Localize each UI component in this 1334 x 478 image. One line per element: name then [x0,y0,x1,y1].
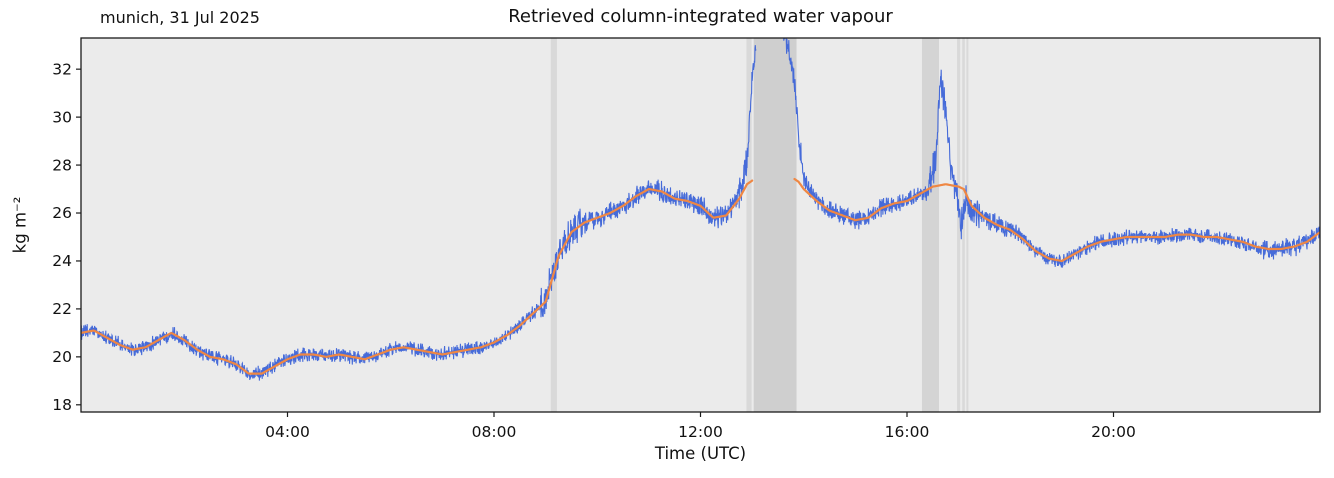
y-tick-label: 28 [52,156,72,174]
y-tick-label: 26 [52,204,72,222]
shaded-band [962,38,965,412]
y-tick-label: 32 [52,60,72,78]
y-tick-label: 22 [52,300,72,318]
plot-background [81,38,1320,412]
x-tick-label: 12:00 [678,423,723,441]
shaded-band [550,38,557,412]
x-tick-label: 08:00 [472,423,517,441]
shaded-band [957,38,961,412]
station-date-annotation: munich, 31 Jul 2025 [100,8,260,27]
shaded-band [921,38,940,412]
x-tick-label: 16:00 [885,423,930,441]
shaded-bands [550,38,969,412]
raw-series-line [81,38,1320,381]
x-axis-label: Time (UTC) [654,444,747,463]
y-axis: 18 20 22 24 26 28 30 32 [52,60,81,414]
x-tick-label: 04:00 [265,423,310,441]
x-axis: 04:00 08:00 12:00 16:00 20:00 [265,412,1136,441]
y-axis-label: kg m⁻² [10,196,30,254]
y-tick-label: 30 [52,108,72,126]
x-tick-label: 20:00 [1091,423,1136,441]
y-tick-label: 20 [52,348,72,366]
chart-title: Retrieved column-integrated water vapour [508,6,893,27]
smoothed-series-line [81,177,1320,375]
y-tick-label: 18 [52,396,72,414]
shaded-band [966,38,969,412]
y-tick-label: 24 [52,252,72,270]
shaded-band [746,38,752,412]
shaded-band [753,38,797,412]
